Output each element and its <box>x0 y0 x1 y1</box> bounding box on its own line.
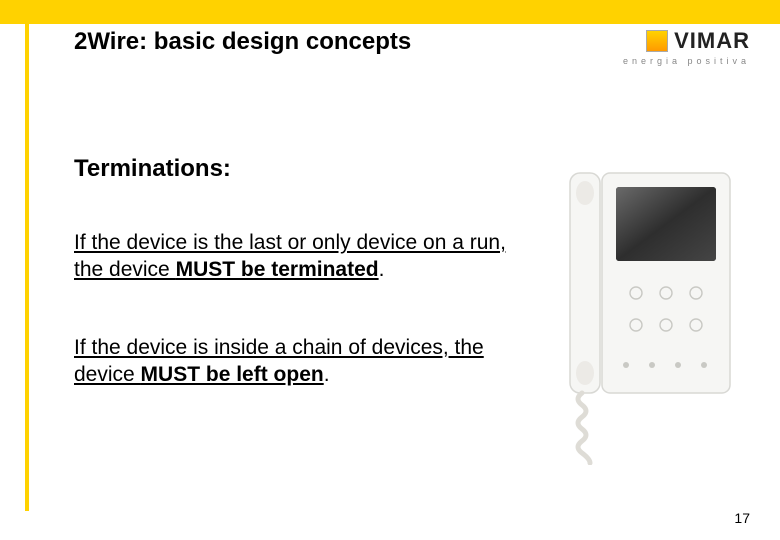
left-accent-bar <box>25 24 29 511</box>
top-accent-bar <box>0 0 780 24</box>
brand-tagline: energia positiva <box>623 56 750 66</box>
para1-bold: MUST be terminated <box>176 258 379 281</box>
para2-text: If the device is inside a chain of devic… <box>74 336 484 386</box>
intercom-device-image <box>568 165 738 470</box>
intercom-svg-icon <box>568 165 738 465</box>
brand-name: VIMAR <box>674 28 750 54</box>
para2-suffix: . <box>324 363 330 386</box>
brand-logo: VIMAR energia positiva <box>623 28 750 66</box>
section-heading: Terminations: <box>74 155 534 183</box>
slide-title: 2Wire: basic design concepts <box>74 28 411 56</box>
paragraph-1: If the device is the last or only device… <box>74 229 534 284</box>
header: 2Wire: basic design concepts VIMAR energ… <box>74 28 750 66</box>
para1-text: If the device is the last or only device… <box>74 231 506 281</box>
vimar-mark-icon <box>646 30 668 52</box>
page-number: 17 <box>734 510 750 526</box>
para2-bold: MUST be left open <box>141 363 324 386</box>
content-area: Terminations: If the device is the last … <box>74 155 534 438</box>
para1-suffix: . <box>379 258 385 281</box>
brand-logo-row: VIMAR <box>646 28 750 54</box>
paragraph-2: If the device is inside a chain of devic… <box>74 334 534 389</box>
